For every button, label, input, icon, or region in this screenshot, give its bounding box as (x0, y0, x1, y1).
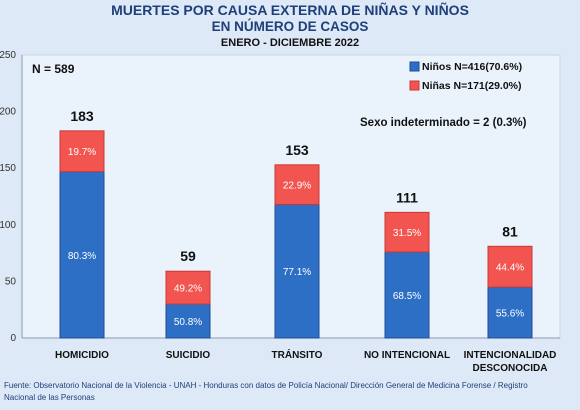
source-note: Fuente: Observatorio Nacional de la Viol… (4, 381, 528, 402)
legend-label-ninos: Niños N=416(70.6%) (422, 61, 522, 73)
x-tick-label: HOMICIDIO (55, 350, 109, 361)
y-tick-label: 50 (5, 276, 17, 287)
y-tick-label: 0 (10, 333, 16, 344)
bar-ninas (384, 211, 430, 253)
data-label-ninos: 68.5% (393, 291, 421, 302)
bar-ninos (384, 251, 430, 339)
total-label: 81 (502, 223, 518, 239)
y-tick-label: 150 (0, 163, 16, 174)
x-tick-label: SUICIDIO (166, 350, 211, 361)
y-tick-label: 100 (0, 220, 16, 231)
total-label: 183 (70, 108, 94, 124)
x-tick-label: DESCONOCIDA (472, 363, 547, 374)
data-label-ninas: 44.4% (496, 263, 524, 274)
n-total-label: N = 589 (32, 62, 75, 76)
bar-ninas (165, 270, 211, 305)
data-label-ninos: 77.1% (283, 267, 311, 278)
data-label-ninas: 49.2% (174, 284, 202, 295)
stacked-bar-chart: 0 50 100 150 200 250 80.3% 19.7% 183 HOMICIDIO 50.… (0, 50, 561, 374)
legend-swatch-ninas (409, 80, 420, 91)
bar-ninos (59, 171, 105, 339)
total-label: 59 (180, 248, 196, 264)
chart-period: ENERO - DICIEMBRE 2022 (220, 37, 360, 49)
chart-subtitle: EN NÚMERO DE CASOS (211, 19, 369, 34)
data-label-ninas: 19.7% (68, 147, 96, 158)
bar-ninos (274, 203, 320, 339)
data-label-ninas: 31.5% (393, 228, 421, 239)
chart-title: MUERTES POR CAUSA EXTERNA DE NIÑAS Y NIÑ… (111, 2, 469, 18)
y-tick-label: 200 (0, 107, 16, 118)
y-tick-label: 250 (0, 50, 16, 61)
bar-ninas (274, 164, 320, 205)
bar-ninas (59, 130, 105, 173)
legend-label-ninas: Niñas N=171(29.0%) (422, 80, 522, 92)
x-tick-label: NO INTENCIONAL (364, 350, 450, 361)
data-label-ninos: 80.3% (68, 251, 96, 262)
total-label: 111 (396, 189, 418, 205)
bar-ninos (165, 303, 211, 339)
total-label: 153 (285, 142, 309, 158)
data-label-ninas: 22.9% (283, 181, 311, 192)
sexo-indeterminado-note: Sexo indeterminado = 2 (0.3%) (360, 117, 527, 129)
x-tick-label: TRÁNSITO (272, 348, 323, 361)
bar-ninas (487, 245, 533, 288)
bar-ninos (487, 286, 533, 339)
x-tick-label: INTENCIONALIDAD (464, 350, 557, 361)
data-label-ninos: 55.6% (496, 309, 524, 320)
legend-swatch-ninos (409, 61, 420, 72)
data-label-ninos: 50.8% (174, 317, 202, 328)
